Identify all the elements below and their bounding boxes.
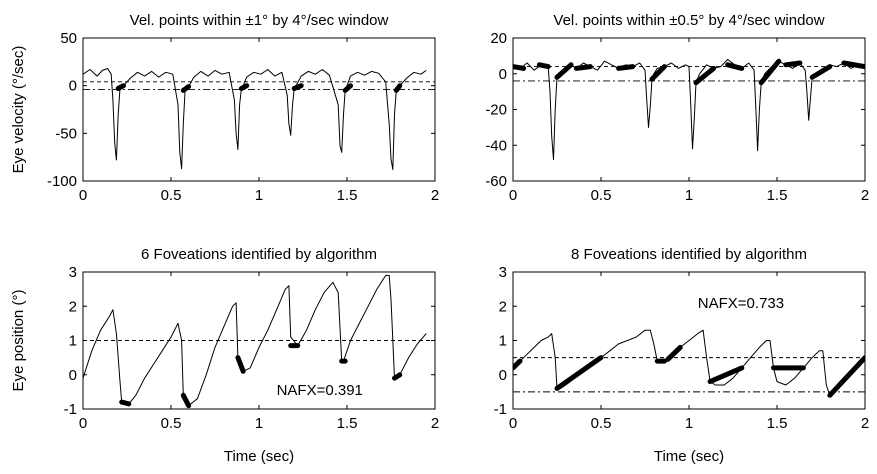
highlight-segment [758,58,782,86]
highlight-segment [554,355,604,391]
highlight-segment [392,372,403,381]
y-tick-label: -40 [485,137,507,154]
chart-title: Vel. points within ±0.5° by 4°/sec windo… [553,12,824,29]
x-tick-label: 0 [509,187,517,204]
y-tick-label: 3 [499,264,507,281]
x-tick-label: 0 [79,415,87,432]
series-line [83,274,427,407]
y-axis-label: Eye position (°) [10,290,27,392]
highlight-segment [616,64,636,71]
y-tick-label: 1 [69,333,77,350]
x-tick-label: 0.5 [591,415,612,432]
x-tick-label: 1.5 [767,187,788,204]
x-tick-label: 2 [431,187,439,204]
highlight-segment [827,355,865,398]
y-tick-label: -1 [494,401,507,418]
highlight-segment [649,64,667,82]
highlight-segment [665,344,683,362]
x-tick-label: 1.5 [337,415,358,432]
x-tick-label: 0.5 [591,187,612,204]
x-axis-label: Time (sec) [224,448,294,465]
chart-title: Vel. points within ±1° by 4°/sec window [130,12,389,29]
y-tick-label: 0 [499,367,507,384]
data-layer [83,274,427,409]
x-tick-label: 1 [685,415,693,432]
data-layer [83,68,427,171]
highlight-segment [119,399,132,407]
x-tick-label: 0.5 [161,415,182,432]
highlight-segment [291,83,304,91]
highlight-segment [235,355,246,374]
data-layer [513,329,865,398]
y-tick-label: -20 [485,102,507,119]
highlight-segment [693,65,717,86]
highlight-segment [180,84,192,93]
y-tick-label: 50 [60,30,77,47]
x-tick-label: 0 [509,415,517,432]
data-layer [513,58,865,161]
x-tick-label: 1.5 [337,187,358,204]
y-tick-label: 0 [499,66,507,83]
x-tick-label: 1 [685,187,693,204]
plot-frame [512,37,866,182]
y-tick-label: 0 [69,367,77,384]
chart-title: 6 Foveations identified by algorithm [141,246,377,263]
highlight-segment [238,83,250,91]
highlight-segment [393,83,403,93]
plot-frame [82,37,436,182]
highlight-segment [342,83,353,93]
nafx-annotation: NAFX=0.391 [277,382,363,399]
y-tick-label: -1 [64,401,77,418]
x-tick-label: 2 [861,415,869,432]
x-tick-label: 2 [431,415,439,432]
highlight-segment [180,392,192,409]
x-axis-label: Time (sec) [654,448,724,465]
y-tick-label: 3 [69,264,77,281]
highlight-segment [573,64,593,71]
x-tick-label: 2 [861,187,869,204]
y-tick-label: 2 [499,298,507,315]
series-line [513,329,865,396]
y-tick-label: -60 [485,173,507,190]
series-line [83,68,427,171]
y-tick-label: 0 [69,78,77,95]
x-tick-label: 0 [79,187,87,204]
highlight-segment [115,83,126,91]
highlight-segment [536,62,551,70]
subplot-2: 0 0.5 1 1.5 2 -60 -40 -20 0 20 Vel. points within … [485,12,869,204]
x-tick-label: 1 [255,415,263,432]
y-tick-label: 1 [499,333,507,350]
y-axis-label: Eye velocity (°/sec) [10,46,27,174]
highlight-segment [707,365,745,385]
y-tick-label: 20 [490,30,507,47]
highlight-segment [725,62,745,71]
subplot-1: 0 0.5 1 1.5 2 -100 -50 0 50 Vel. points within ±1… [10,12,439,204]
x-tick-label: 0.5 [161,187,182,204]
y-tick-label: 2 [69,298,77,315]
nafx-annotation: NAFX=0.733 [698,295,784,312]
highlight-segment [513,358,523,371]
highlight-segment [809,64,833,80]
highlight-segment [554,62,574,80]
y-tick-label: -50 [55,125,77,142]
highlight-segment [783,60,803,68]
x-tick-label: 1.5 [767,415,788,432]
y-tick-label: -100 [47,173,77,190]
highlight-segment [841,60,865,70]
chart-title: 8 Foveations identified by algorithm [571,246,807,263]
highlight-segment [513,64,527,71]
x-tick-label: 1 [255,187,263,204]
